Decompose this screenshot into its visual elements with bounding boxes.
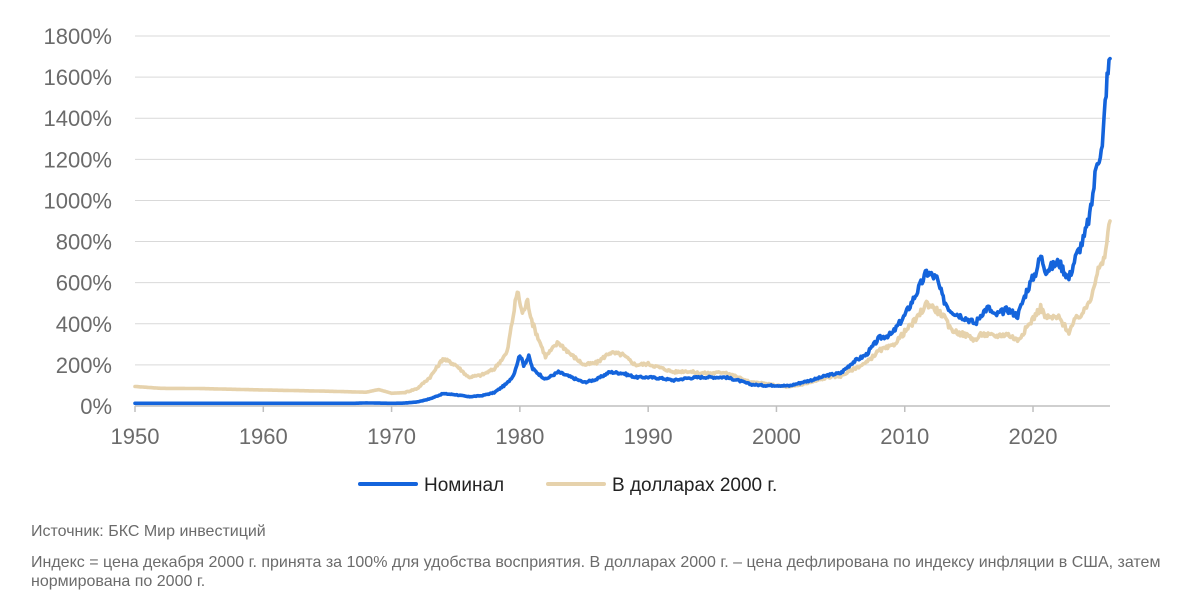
x-tick-label: 1980 bbox=[495, 424, 544, 449]
x-tick-label: 1990 bbox=[624, 424, 673, 449]
x-tick-label: 1960 bbox=[239, 424, 288, 449]
legend-item-nominal: Номинал bbox=[358, 475, 504, 496]
x-axis bbox=[134, 405, 1110, 412]
y-tick-labels: 0% 200% 400% 600% 800% 1000% 1200% 1400% 1600% 18… bbox=[43, 24, 112, 419]
legend-item-real-2000-usd: В долларах 2000 г. bbox=[546, 475, 777, 496]
methodology-note: Индекс = цена декабря 2000 г. принята за… bbox=[31, 554, 1161, 590]
legend-label: В долларах 2000 г. bbox=[612, 475, 777, 496]
chart-notes: Источник: БКС Мир инвестиций Индекс = це… bbox=[31, 522, 1171, 603]
y-tick-label: 200% bbox=[56, 353, 112, 378]
y-tick-label: 0% bbox=[80, 394, 112, 419]
y-tick-label: 800% bbox=[56, 230, 112, 255]
x-tick-label: 2000 bbox=[752, 424, 801, 449]
legend: Номинал В долларах 2000 г. bbox=[358, 475, 777, 496]
y-tick-label: 1800% bbox=[43, 24, 112, 49]
source-note: Источник: БКС Мир инвестиций bbox=[31, 523, 266, 540]
series-lines bbox=[133, 56, 1112, 406]
y-tick-label: 1400% bbox=[43, 106, 112, 131]
y-tick-label: 1200% bbox=[43, 147, 112, 172]
y-gridlines bbox=[135, 35, 1110, 366]
series-line-real-2000-usd bbox=[133, 219, 1112, 396]
gold-price-index-chart: 0% 200% 400% 600% 800% 1000% 1200% 1400% 1600% 18… bbox=[43, 24, 1112, 496]
x-tick-label: 1950 bbox=[111, 424, 160, 449]
x-tick-labels: 1950 1960 1970 1980 1990 2000 2010 2020 bbox=[111, 424, 1058, 449]
y-tick-label: 400% bbox=[56, 312, 112, 337]
y-tick-label: 600% bbox=[56, 271, 112, 296]
x-tick-label: 2010 bbox=[880, 424, 929, 449]
x-tick-label: 2020 bbox=[1009, 424, 1058, 449]
x-tick-label: 1970 bbox=[367, 424, 416, 449]
y-tick-label: 1600% bbox=[43, 65, 112, 90]
series-line-nominal bbox=[133, 56, 1112, 406]
legend-label: Номинал bbox=[424, 475, 504, 496]
y-tick-label: 1000% bbox=[43, 188, 112, 213]
